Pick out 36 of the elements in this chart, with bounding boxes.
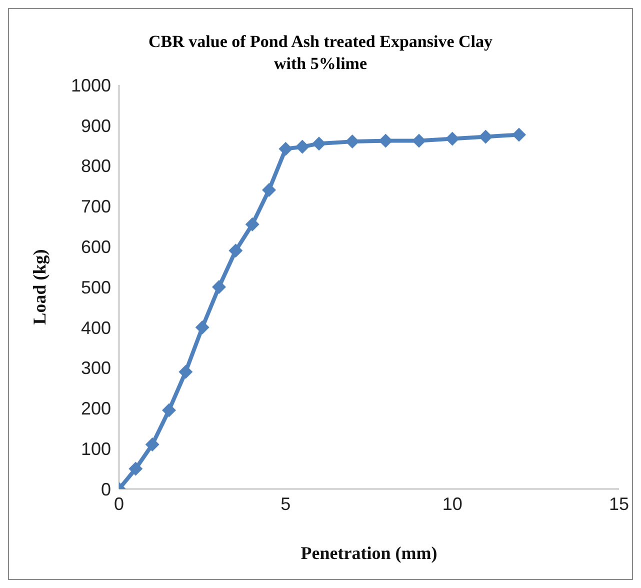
x-tick-label: 5: [280, 494, 291, 514]
y-tick-label: 700: [80, 196, 111, 217]
point: [445, 132, 460, 146]
point: [145, 438, 160, 452]
y-tick-label: 1000: [70, 75, 111, 96]
y-tick-label: 300: [80, 358, 111, 378]
y-tick-label: 900: [80, 116, 111, 136]
point: [228, 244, 243, 258]
point: [412, 134, 426, 148]
y-tick-label: 800: [80, 156, 111, 176]
y-tick-label: 200: [80, 398, 111, 419]
point: [212, 280, 226, 294]
y-tick-label: 100: [80, 438, 111, 459]
point: [262, 183, 276, 198]
point: [162, 403, 176, 418]
point: [295, 140, 310, 154]
x-tick-label: 15: [608, 494, 630, 514]
point: [312, 136, 326, 151]
x-tick-label: 10: [442, 494, 462, 514]
x-tick-label: 0: [114, 494, 124, 514]
y-tick-label: 500: [80, 277, 111, 298]
y-axis-title: Load (kg): [29, 249, 50, 325]
point: [195, 320, 210, 334]
point: [478, 130, 493, 144]
y-tick-label: 400: [80, 318, 111, 338]
chart-title: CBR value of Pond Ash treated Expansive Clay with 5%lime: [148, 31, 494, 75]
point: [278, 142, 293, 156]
y-tick-label: 600: [80, 236, 111, 257]
point: [245, 217, 260, 232]
point: [512, 128, 526, 142]
y-tick-label: 0: [100, 479, 111, 500]
point: [378, 134, 393, 148]
point: [128, 462, 143, 476]
x-axis-title: Penetration (mm): [300, 543, 438, 563]
point: [345, 134, 360, 149]
point: [178, 364, 193, 379]
